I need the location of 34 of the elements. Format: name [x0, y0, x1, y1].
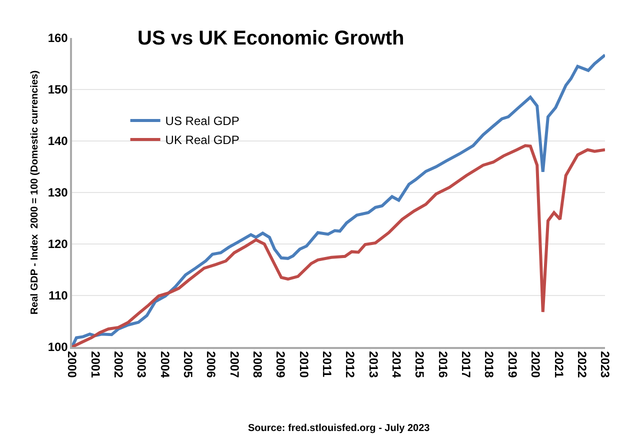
y-tick-label: 140 [48, 134, 68, 148]
chart-title: US vs UK Economic Growth [138, 28, 404, 50]
y-tick-label: 150 [48, 82, 68, 97]
x-tick-label: 2015 [412, 351, 427, 378]
y-tick-label: 130 [48, 186, 68, 200]
x-tick-label: 2017 [459, 351, 474, 378]
legend-label: UK Real GDP [165, 133, 240, 148]
x-tick-label: 2019 [505, 351, 520, 378]
x-tick-label: 2006 [204, 351, 218, 378]
x-tick-label: 2001 [88, 351, 102, 378]
x-tick-label: 2010 [296, 351, 311, 378]
x-tick-label: 2021 [552, 351, 566, 378]
legend-label: US Real GDP [165, 114, 240, 128]
x-tick-label: 2016 [436, 351, 450, 378]
x-tick-label: 2009 [274, 351, 288, 378]
source-note: Source: fred.stlouisfed.org - July 2023 [248, 423, 430, 434]
x-tick-label: 2012 [343, 351, 358, 378]
x-tick-label: 2003 [134, 351, 149, 378]
x-tick-label: 2022 [574, 351, 589, 378]
x-tick-label: 2007 [227, 351, 242, 378]
y-tick-label: 120 [48, 237, 68, 252]
x-tick-label: 2004 [158, 351, 172, 378]
x-tick-label: 2014 [390, 351, 404, 378]
y-tick-label: 110 [48, 288, 68, 303]
x-tick-label: 2018 [482, 351, 496, 378]
x-tick-label: 2011 [320, 351, 334, 378]
x-tick-label: 2008 [250, 351, 264, 378]
x-tick-label: 2013 [366, 351, 380, 378]
x-tick-label: 2005 [180, 351, 195, 378]
x-tick-label: 2023 [598, 351, 612, 378]
x-tick-label: 2002 [111, 351, 126, 378]
y-axis-title: Real GDP - Index 2000 = 100 (Domestic currencies) [29, 70, 40, 315]
y-tick-label: 160 [48, 31, 68, 46]
x-tick-label: 2020 [528, 351, 543, 378]
